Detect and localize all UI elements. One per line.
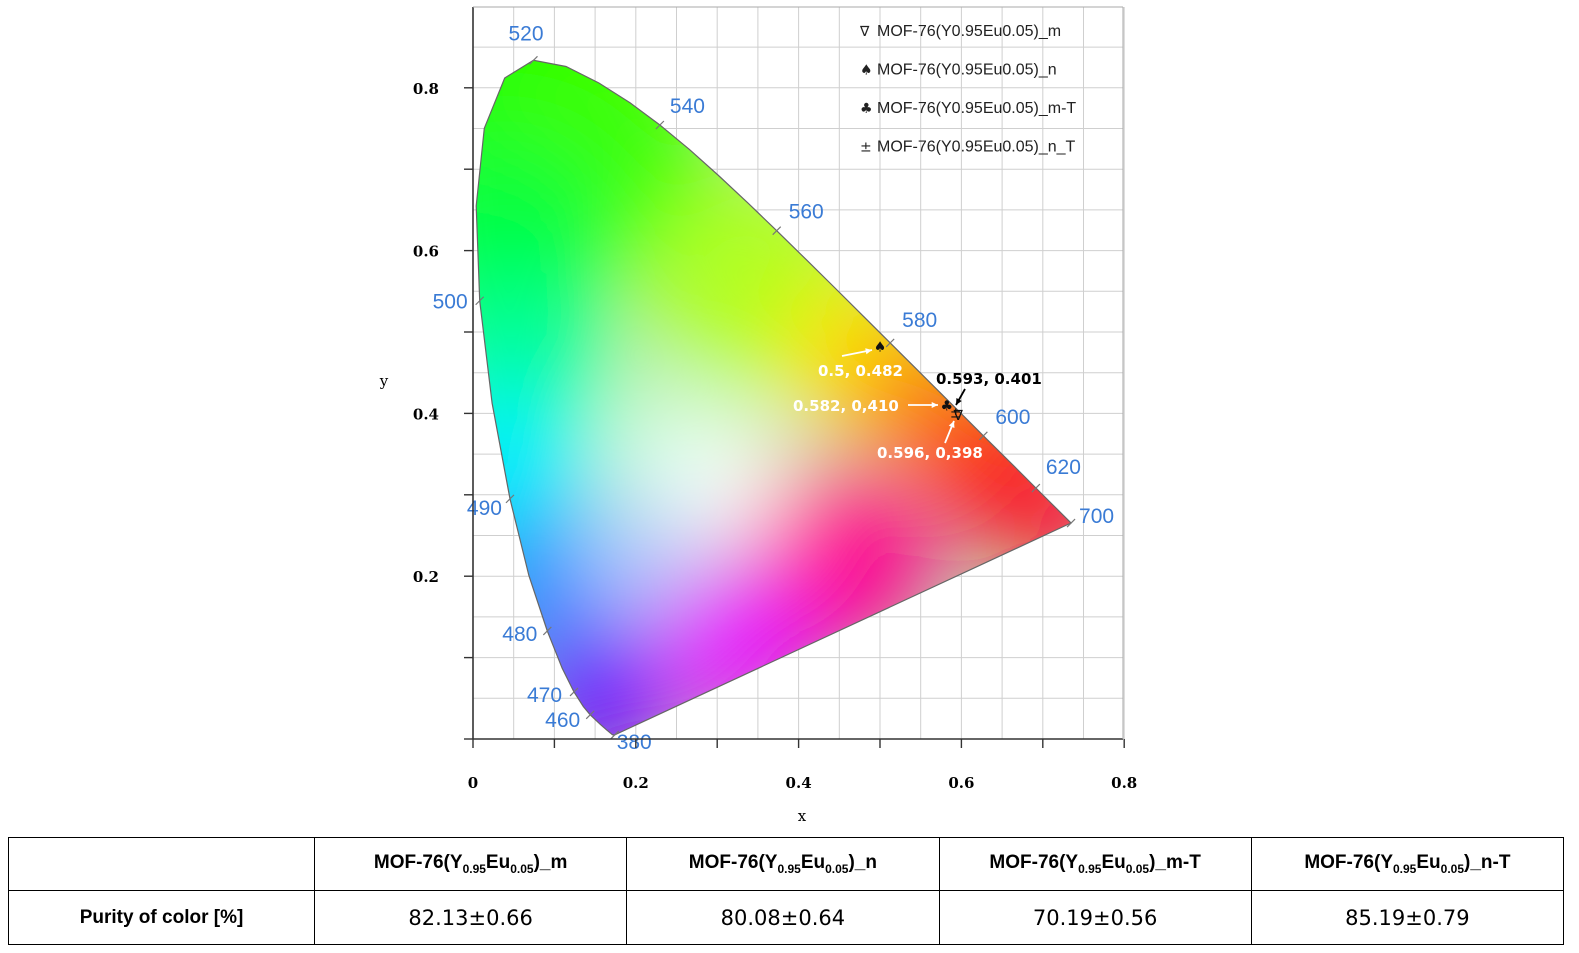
wavelength-label: 540 [670, 95, 705, 118]
annotation-arrowhead [948, 421, 955, 428]
legend-entry: MOF-76(Y0.95Eu0.05)_n_T [877, 139, 1076, 156]
wavelength-tick [475, 296, 485, 306]
header-cell: MOF-76(Y0.95Eu0.05)_n-T [1250, 836, 1565, 892]
wavelength-tick [529, 55, 538, 65]
data-point: ♣ [940, 398, 953, 414]
wavelength-tick [542, 626, 552, 636]
cie-diagram-svg: 520540560580600620700500490480470460380 … [379, 6, 1137, 825]
legend-entry: MOF-76(Y0.95Eu0.05)_m-T [877, 100, 1076, 117]
y-tick-label: 0.8 [413, 80, 439, 98]
wavelength-label: 700 [1079, 505, 1114, 528]
legend-entry: MOF-76(Y0.95Eu0.05)_m [877, 23, 1061, 40]
wavelength-label: 560 [789, 201, 824, 224]
y-tick-label: 0.4 [413, 405, 439, 423]
wavelength-label: 600 [995, 406, 1030, 429]
header-cell: MOF-76(Y0.95Eu0.05)_n [626, 836, 940, 892]
x-tick-label: 0.8 [1111, 774, 1137, 792]
annotation-label: 0.582, 0,410 [793, 397, 899, 415]
axes: 0 0.2 0.4 0.6 0.8 0.2 0.4 0.6 0.8 [413, 6, 1137, 792]
x-tick-label: 0 [468, 774, 478, 792]
x-tick-label: 0.4 [786, 774, 812, 792]
wavelength-tick [1066, 518, 1076, 528]
wavelength-label: 490 [467, 497, 502, 520]
x-axis-title: x [798, 807, 807, 825]
data-point: ∇ [952, 408, 963, 424]
annotation-arrowhead [931, 401, 938, 409]
wavelength-label: 520 [508, 22, 543, 45]
annotation-label: 0.596, 0,398 [877, 444, 983, 462]
legend-symbol: ± [860, 140, 872, 156]
wavelength-tick [772, 226, 782, 236]
annotation-label: 0.5, 0.482 [818, 362, 903, 380]
header-cell: MOF-76(Y0.95Eu0.05)_m [313, 836, 628, 892]
table-corner-cell [8, 836, 315, 892]
table-row: Purity of color [%] 82.13±0.66 80.08±0.6… [8, 890, 1565, 945]
data-point: ± [950, 406, 962, 422]
spectral-locus-outline [475, 59, 1073, 736]
point-annotations: 0.5, 0.482 0.582, 0,410 0.593, 0.401 0.596,… [793, 348, 1042, 462]
annotation-arrowhead [956, 398, 962, 405]
legend-entry: MOF-76(Y0.95Eu0.05)_n [877, 62, 1057, 79]
legend: ∇ MOF-76(Y0.95Eu0.05)_m♠ MOF-76(Y0.95Eu0.0… [859, 23, 1076, 156]
y-axis-title: y [379, 372, 389, 390]
x-tick-label: 0.2 [623, 774, 649, 792]
legend-symbol: ∇ [859, 24, 870, 40]
y-tick-label: 0.6 [413, 243, 439, 261]
wavelength-tick [978, 431, 988, 441]
wavelength-tick [610, 730, 620, 740]
x-tick-label: 0.6 [948, 774, 974, 792]
wavelength-label: 460 [545, 709, 580, 732]
wavelength-label: 620 [1046, 456, 1081, 479]
table-header-row: MOF-76(Y0.95Eu0.05)_m MOF-76(Y0.95Eu0.05… [8, 836, 1565, 892]
wavelength-tick [1031, 483, 1041, 493]
data-point: ♠ [874, 340, 887, 356]
row-label: Purity of color [%] [8, 890, 315, 945]
annotation-label: 0.593, 0.401 [936, 370, 1042, 388]
wavelength-tick [885, 338, 895, 348]
wavelength-tick [505, 494, 515, 504]
wavelength-label: 500 [433, 291, 468, 314]
annotation-arrowhead [865, 348, 872, 355]
legend-symbol: ♣ [860, 101, 873, 117]
data-points: ∇ ♠ ♣± [874, 340, 964, 424]
y-tick-label: 0.2 [413, 568, 439, 586]
table-cell: 80.08±0.64 [626, 890, 940, 945]
wavelength-label: 580 [902, 309, 937, 332]
wavelength-tick [655, 120, 665, 130]
wavelength-tick [569, 687, 579, 697]
table-cell: 70.19±0.56 [938, 890, 1252, 945]
table-cell: 85.19±0.79 [1250, 890, 1565, 945]
purity-table: MOF-76(Y0.95Eu0.05)_m MOF-76(Y0.95Eu0.05… [8, 836, 1565, 945]
cie-chromaticity-chart: 520 540 560 580 600 620 700 500 490 480 470 460 380 … [379, 6, 1137, 825]
wavelength-label: 480 [502, 623, 537, 646]
legend-symbol: ♠ [860, 63, 873, 79]
wavelength-tick [585, 710, 595, 720]
header-cell: MOF-76(Y0.95Eu0.05)_m-T [938, 836, 1252, 892]
wavelength-label: 470 [527, 684, 562, 707]
table-cell: 82.13±0.66 [313, 890, 628, 945]
wavelength-label: 380 [617, 731, 652, 754]
